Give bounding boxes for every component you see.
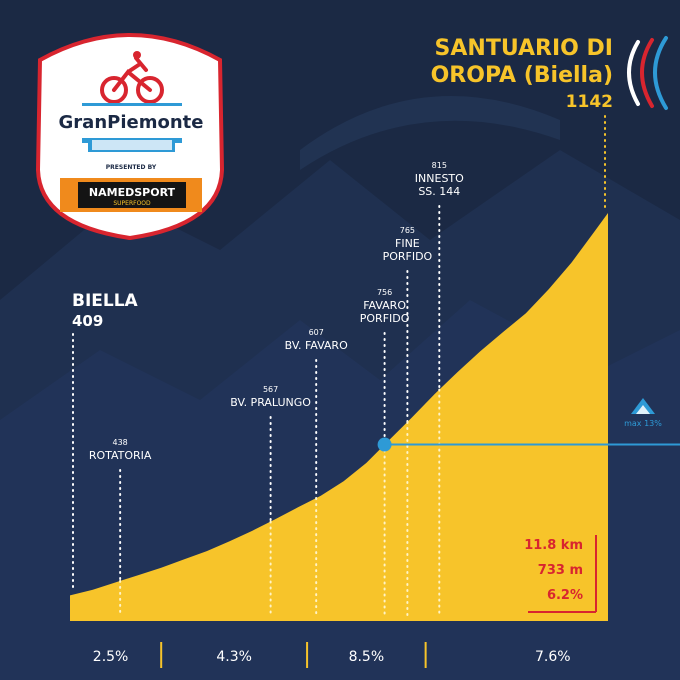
waypoint-name: INNESTO	[415, 172, 464, 185]
waypoint-name: ROTATORIA	[89, 449, 152, 462]
segment-gradient-label: 7.6%	[535, 649, 571, 665]
segment-gradient-label: 4.3%	[216, 649, 252, 665]
start-name: BIELLA	[72, 291, 139, 311]
waypoint-altitude: 765	[400, 226, 415, 235]
logo-presented-by: PRESENTED BY	[106, 164, 157, 171]
waypoint-altitude: 567	[263, 385, 278, 394]
logo-brand-text: GranPiemonte	[59, 112, 204, 133]
waypoint-altitude: 438	[113, 438, 128, 447]
stat-elevation-gain: 733 m	[538, 563, 583, 578]
waypoint-altitude: 815	[432, 161, 447, 170]
cyclist-icon	[100, 51, 164, 104]
start-marker: BIELLA 409	[72, 291, 139, 593]
waypoint-name: PORFIDO	[360, 312, 410, 325]
max-gradient-marker: max 13%	[377, 398, 680, 452]
waypoint: 438 ROTATORIA	[89, 438, 152, 616]
max-gradient-label: max 13%	[624, 419, 662, 428]
granpiemonte-logo: GranPiemonte PRESENTED BY NAMEDSPORT SUP…	[35, 33, 225, 241]
waypoint-markers: 438 ROTATORIA 567 BV. PRALUNGO 607 BV. FAVARO…	[89, 161, 464, 616]
segment-gradient-label: 8.5%	[349, 649, 385, 665]
finish-name-line2: OROPA (Biella)	[431, 63, 613, 88]
finish-altitude: 1142	[566, 92, 613, 112]
waypoint-name: FAVARO	[363, 299, 406, 312]
segment-divider	[160, 642, 163, 668]
segment-gradient-label: 2.5%	[93, 649, 129, 665]
segment-divider	[306, 642, 309, 668]
waypoint-altitude: 607	[309, 328, 324, 337]
waypoint-name: BV. PRALUNGO	[230, 396, 311, 409]
waypoint-altitude: 756	[377, 288, 392, 297]
waypoint: 607 BV. FAVARO	[285, 328, 348, 616]
finish-marker: SANTUARIO DI OROPA (Biella) 1142	[431, 36, 613, 213]
finish-arcs-decoration	[627, 36, 668, 110]
waypoint-name: SS. 144	[418, 185, 460, 198]
waypoint: 567 BV. PRALUNGO	[230, 385, 311, 616]
climb-stats: 11.8 km 733 m 6.2%	[524, 535, 597, 613]
logo-sponsor: NAMEDSPORT	[89, 186, 176, 199]
segment-gradients: 2.5% 4.3% 8.5% 7.6%	[93, 642, 571, 668]
start-altitude: 409	[72, 312, 103, 330]
elevation-profile-area	[70, 213, 608, 621]
finish-name-line1: SANTUARIO DI	[435, 36, 613, 61]
stat-distance: 11.8 km	[524, 538, 583, 553]
waypoint-name: FINE	[395, 237, 420, 250]
stat-average-gradient: 6.2%	[547, 588, 583, 603]
mountain-icon	[631, 398, 655, 414]
logo-sponsor-sub: SUPERFOOD	[113, 200, 151, 207]
waypoint-name: PORFIDO	[383, 250, 433, 263]
waypoint-name: BV. FAVARO	[285, 339, 348, 352]
segment-divider	[424, 642, 427, 668]
